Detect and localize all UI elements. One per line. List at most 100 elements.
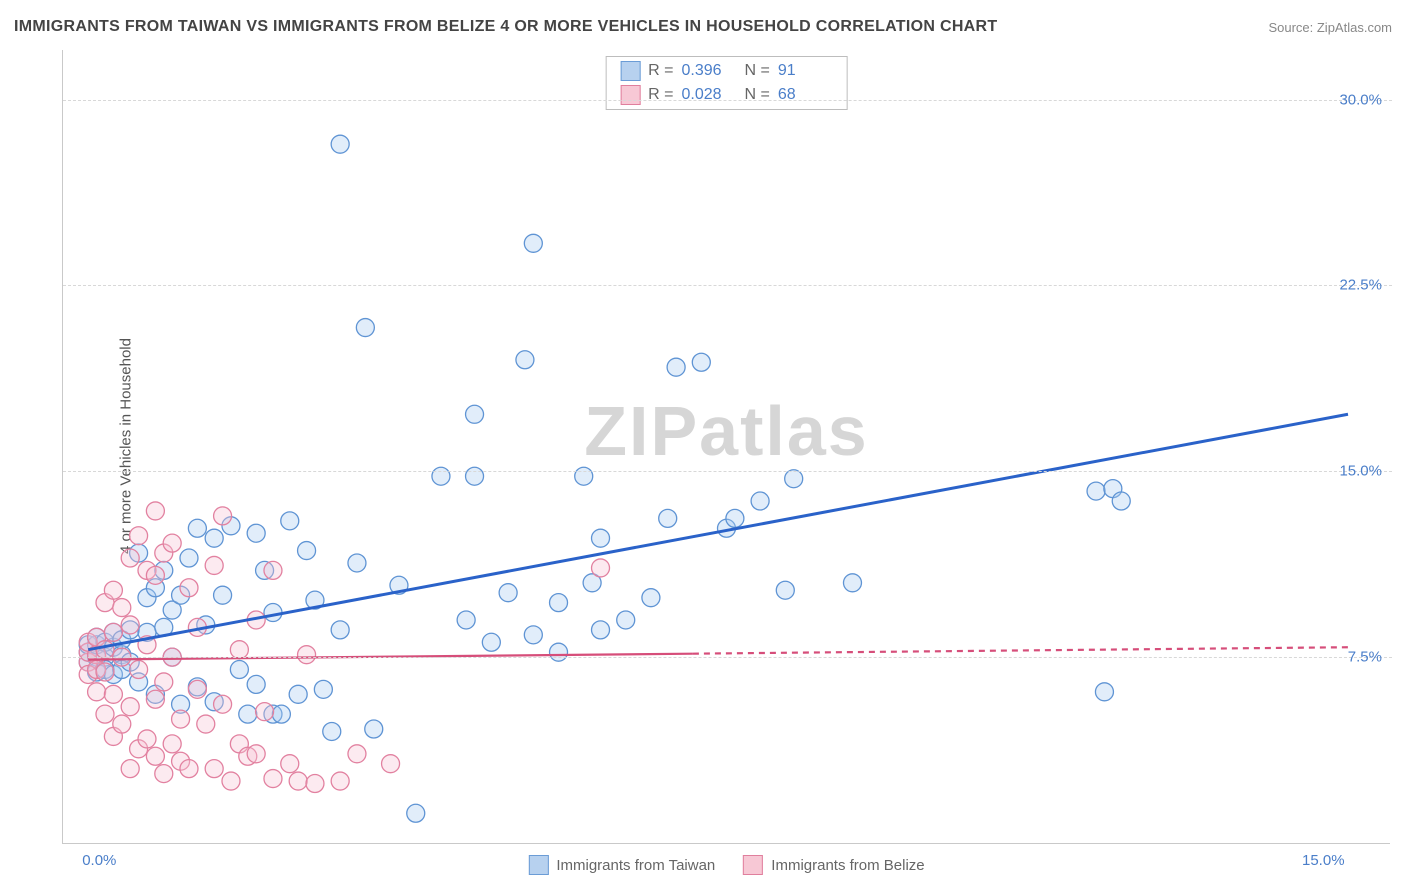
data-point (1087, 482, 1105, 500)
legend-label: Immigrants from Belize (771, 857, 924, 874)
data-point (230, 641, 248, 659)
source-attribution: Source: ZipAtlas.com (1268, 20, 1392, 35)
data-point (214, 695, 232, 713)
data-point (138, 730, 156, 748)
data-point (146, 690, 164, 708)
data-point (205, 760, 223, 778)
trend-line (88, 414, 1348, 649)
legend-swatch (620, 61, 640, 81)
legend-item: Immigrants from Belize (743, 855, 924, 875)
data-point (247, 524, 265, 542)
data-point (575, 467, 593, 485)
data-point (96, 641, 114, 659)
data-point (214, 507, 232, 525)
data-point (356, 319, 374, 337)
data-point (314, 680, 332, 698)
data-point (264, 770, 282, 788)
chart-title: IMMIGRANTS FROM TAIWAN VS IMMIGRANTS FRO… (14, 18, 997, 36)
data-point (751, 492, 769, 510)
data-point (348, 554, 366, 572)
data-point (155, 673, 173, 691)
data-point (306, 775, 324, 793)
data-point (230, 661, 248, 679)
x-tick-label: 15.0% (1302, 852, 1345, 869)
data-point (331, 135, 349, 153)
legend-row: R =0.396N =91 (606, 59, 847, 83)
data-point (382, 755, 400, 773)
data-point (457, 611, 475, 629)
data-point (180, 760, 198, 778)
data-point (96, 705, 114, 723)
data-point (247, 675, 265, 693)
data-point (214, 586, 232, 604)
data-point (1112, 492, 1130, 510)
data-point (499, 584, 517, 602)
data-point (348, 745, 366, 763)
legend-swatch (620, 85, 640, 105)
legend-swatch (528, 855, 548, 875)
data-point (466, 467, 484, 485)
data-point (432, 467, 450, 485)
data-point (667, 358, 685, 376)
data-point (298, 646, 316, 664)
gridline (63, 657, 1392, 658)
data-point (592, 621, 610, 639)
data-point (407, 804, 425, 822)
gridline (63, 471, 1392, 472)
data-point (272, 705, 290, 723)
data-point (146, 566, 164, 584)
data-point (155, 765, 173, 783)
legend-item: Immigrants from Taiwan (528, 855, 715, 875)
y-tick-label: 22.5% (1339, 277, 1382, 294)
data-point (331, 621, 349, 639)
data-point (281, 755, 299, 773)
data-point (113, 715, 131, 733)
legend-swatch (743, 855, 763, 875)
data-point (188, 680, 206, 698)
data-point (104, 685, 122, 703)
data-point (482, 633, 500, 651)
data-point (281, 512, 299, 530)
data-point (172, 710, 190, 728)
data-point (163, 735, 181, 753)
data-point (205, 529, 223, 547)
data-point (617, 611, 635, 629)
data-point (659, 509, 677, 527)
legend-correlation: R =0.396N =91R =0.028N =68 (605, 56, 848, 110)
data-point (121, 760, 139, 778)
r-value: 0.028 (682, 86, 737, 104)
y-tick-label: 15.0% (1339, 463, 1382, 480)
data-point (121, 698, 139, 716)
data-point (466, 405, 484, 423)
data-point (264, 561, 282, 579)
data-point (163, 534, 181, 552)
r-label: R = (648, 62, 673, 80)
data-point (843, 574, 861, 592)
y-tick-label: 7.5% (1348, 649, 1382, 666)
x-tick-label: 0.0% (82, 852, 116, 869)
data-point (121, 549, 139, 567)
data-point (146, 502, 164, 520)
legend-label: Immigrants from Taiwan (556, 857, 715, 874)
data-point (96, 663, 114, 681)
data-point (146, 747, 164, 765)
data-point (524, 626, 542, 644)
data-point (104, 581, 122, 599)
scatter-svg (63, 50, 1390, 843)
data-point (197, 715, 215, 733)
n-label: N = (745, 86, 770, 104)
data-point (776, 581, 794, 599)
data-point (121, 616, 139, 634)
data-point (239, 705, 257, 723)
data-point (113, 599, 131, 617)
y-tick-label: 30.0% (1339, 91, 1382, 108)
data-point (1095, 683, 1113, 701)
data-point (642, 589, 660, 607)
data-point (180, 579, 198, 597)
data-point (104, 623, 122, 641)
n-value: 68 (778, 86, 833, 104)
r-label: R = (648, 86, 673, 104)
data-point (323, 722, 341, 740)
data-point (331, 772, 349, 790)
data-point (256, 703, 274, 721)
